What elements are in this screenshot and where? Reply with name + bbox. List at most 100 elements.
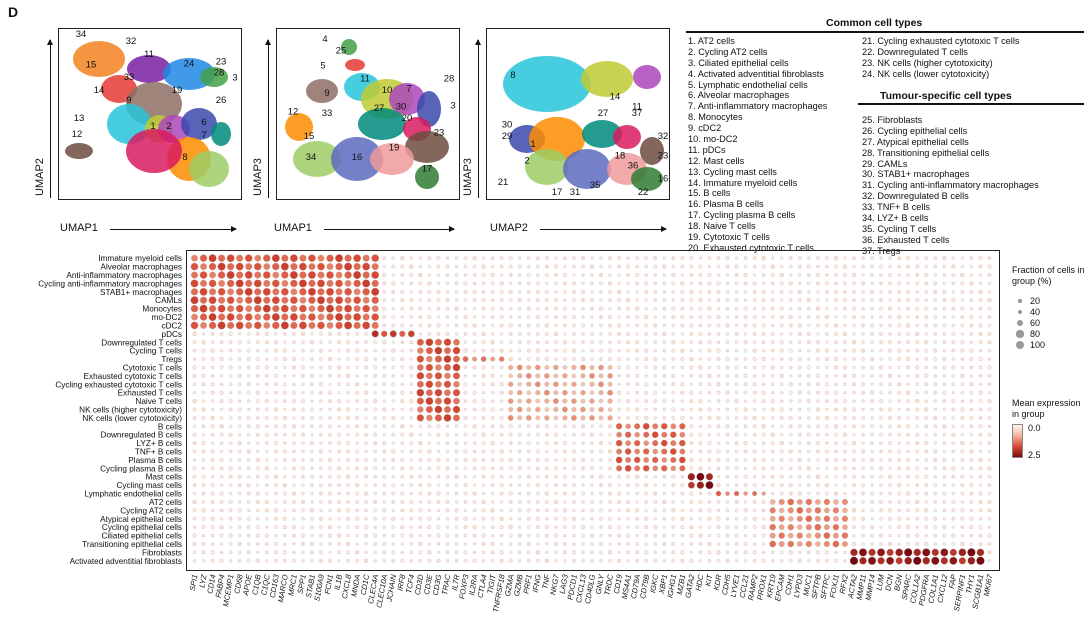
dot xyxy=(771,323,775,328)
dot xyxy=(481,525,486,529)
dot xyxy=(237,390,242,395)
dot xyxy=(346,500,350,504)
dot xyxy=(915,424,919,428)
row-label: Cycling mast cells xyxy=(116,481,182,490)
dot xyxy=(326,279,334,287)
dot xyxy=(391,323,396,328)
dot xyxy=(409,323,413,328)
dot xyxy=(291,356,296,362)
dot xyxy=(616,491,622,496)
dot xyxy=(436,500,441,504)
dot xyxy=(987,281,992,286)
dot xyxy=(942,466,947,471)
dot xyxy=(815,483,820,488)
dot xyxy=(807,449,811,454)
dot xyxy=(698,357,703,361)
dot xyxy=(463,374,468,378)
dot xyxy=(563,332,567,336)
dot xyxy=(852,458,856,462)
dot xyxy=(518,525,522,529)
dot xyxy=(940,557,949,565)
dot xyxy=(235,262,244,271)
dot xyxy=(987,499,992,505)
dot xyxy=(815,541,821,547)
dot xyxy=(453,414,460,422)
dot xyxy=(364,331,369,336)
gene-label: CDH1 xyxy=(783,574,795,596)
dot xyxy=(716,314,721,320)
dot xyxy=(254,254,262,262)
dot xyxy=(635,483,640,488)
dot xyxy=(235,304,244,313)
dot xyxy=(780,466,784,470)
dot xyxy=(499,491,504,496)
dot xyxy=(192,542,197,546)
dot xyxy=(906,365,911,370)
dot xyxy=(825,340,829,344)
dot xyxy=(472,256,477,261)
dot xyxy=(571,516,577,521)
dot xyxy=(518,357,522,361)
gene-label: KRT19 xyxy=(765,573,778,598)
dot xyxy=(345,508,351,513)
dot xyxy=(364,550,368,555)
dot xyxy=(554,449,558,454)
dot xyxy=(789,475,793,479)
dot xyxy=(960,541,965,547)
dot xyxy=(517,441,522,446)
dot xyxy=(752,307,757,311)
dot xyxy=(716,340,721,344)
dot xyxy=(472,416,477,420)
dot xyxy=(228,474,233,479)
dot xyxy=(453,397,460,405)
dot xyxy=(879,424,883,428)
dot xyxy=(662,483,667,487)
dot xyxy=(246,500,251,504)
dot xyxy=(779,415,784,420)
dot xyxy=(906,441,910,445)
dot xyxy=(814,523,822,531)
dot xyxy=(707,491,712,496)
dot xyxy=(644,533,648,538)
dot xyxy=(643,440,650,446)
dot xyxy=(292,483,296,487)
dot xyxy=(680,491,685,496)
dot xyxy=(915,357,919,361)
dot xyxy=(680,516,685,521)
dot xyxy=(924,508,929,513)
dot xyxy=(653,542,658,546)
dot xyxy=(949,548,957,557)
dot xyxy=(951,499,956,505)
dot xyxy=(743,399,748,403)
row-label: Downregulated T cells xyxy=(101,338,182,347)
dot xyxy=(762,315,766,319)
dot xyxy=(472,289,477,294)
dot xyxy=(607,415,613,421)
dot xyxy=(589,331,595,336)
dot xyxy=(199,271,208,279)
dot xyxy=(978,323,983,328)
dot xyxy=(273,441,278,446)
dot xyxy=(969,281,974,286)
dot xyxy=(869,424,875,429)
dot xyxy=(301,458,305,462)
dot xyxy=(671,550,676,555)
dot xyxy=(861,307,865,311)
dot xyxy=(878,533,884,538)
dot xyxy=(190,304,199,313)
dot xyxy=(924,399,928,403)
dot xyxy=(545,483,549,487)
dot xyxy=(418,298,422,302)
dot xyxy=(897,357,902,362)
dot xyxy=(499,348,504,353)
umap-cluster-label: 12 xyxy=(288,106,299,117)
dot xyxy=(201,340,206,345)
dot xyxy=(246,466,251,471)
umap-cluster-label: 33 xyxy=(322,108,333,119)
dot xyxy=(671,516,676,521)
dot xyxy=(599,323,603,328)
dot xyxy=(463,500,468,504)
dot xyxy=(509,550,513,555)
dot xyxy=(364,508,368,513)
dot xyxy=(725,525,730,530)
